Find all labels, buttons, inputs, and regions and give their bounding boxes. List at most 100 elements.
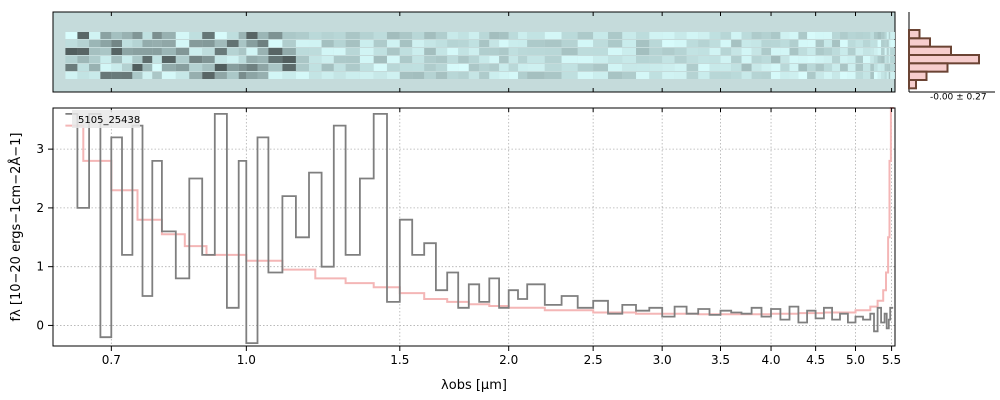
spec2d-cell — [321, 48, 334, 55]
spec2d-cell — [345, 48, 360, 55]
spec2d-cell — [499, 32, 509, 39]
spec2d-cell — [815, 32, 824, 39]
spec2d-cell — [412, 32, 425, 39]
spec2d-cell — [622, 72, 637, 79]
x-tick-label: 5.0 — [846, 353, 865, 367]
spec2d-cell — [807, 56, 816, 63]
spec2d-cell — [238, 64, 247, 71]
spec2d-cell — [873, 32, 878, 39]
spec2d-cell — [77, 40, 90, 47]
spec2d-cell — [345, 72, 360, 79]
spec2d-cell — [636, 56, 650, 63]
spec2d-cell — [561, 64, 578, 71]
spec2d-cell — [761, 32, 772, 39]
spec2d-cell — [884, 64, 887, 71]
spec2d-cell — [479, 72, 490, 79]
spec2d-cell — [798, 32, 808, 39]
spec2d-cell — [308, 48, 322, 55]
spec2d-cell — [447, 56, 459, 63]
spec2d-cell — [424, 64, 436, 71]
spec2d-cell — [238, 40, 247, 47]
spec2d-cell — [607, 40, 623, 47]
spec2d-cell — [424, 40, 436, 47]
spec2d-cell — [840, 56, 848, 63]
spec2d-cell — [257, 32, 269, 39]
spec2d-cell — [649, 40, 663, 47]
spec2d-cell — [622, 56, 637, 63]
spec2d-cell — [886, 64, 889, 71]
spec2d-cell — [122, 56, 133, 63]
spec2d-cell — [751, 48, 762, 55]
spec2d-cell — [447, 40, 459, 47]
histogram-bar — [908, 62, 949, 73]
spec2d-cell — [468, 48, 480, 55]
spec2d-cell — [499, 48, 509, 55]
spec2d-cell — [100, 64, 112, 71]
spec2d-cell — [847, 56, 856, 63]
spec2d-cell — [202, 56, 215, 63]
spec2d-cell — [308, 56, 322, 63]
spec2d-cell — [877, 40, 882, 47]
spec2d-cell — [468, 32, 480, 39]
spec2d-cell — [226, 72, 239, 79]
x-tick-label: 2.0 — [499, 353, 518, 367]
spec2d-cell — [832, 72, 841, 79]
spec2d-cell — [321, 72, 334, 79]
spec2d-cell — [636, 48, 650, 55]
spec2d-cell — [226, 56, 239, 63]
spec2d-cell — [333, 32, 346, 39]
spec2d-cell — [359, 40, 374, 47]
spec2d-cell — [881, 64, 885, 71]
spec2d-cell — [789, 40, 799, 47]
spec2d-cell — [399, 56, 413, 63]
spec2d-cell — [282, 40, 296, 47]
x-tick-label: 1.0 — [237, 353, 256, 367]
spec2d-cell — [674, 64, 687, 71]
spec2d-cell — [77, 64, 90, 71]
spec2d-cell — [268, 40, 283, 47]
spec2d-cell — [202, 64, 215, 71]
spec2d-cell — [741, 64, 752, 71]
spec2d-cell — [295, 32, 309, 39]
spec2d-cell — [731, 64, 742, 71]
histogram-fill-bar — [909, 71, 927, 80]
spec2d-cell — [132, 56, 143, 63]
spec2d-cell — [386, 40, 400, 47]
spec2d-cell — [189, 40, 203, 47]
spec2d-cell — [152, 72, 162, 79]
spec2d-cell — [731, 48, 742, 55]
x-tick-label: 0.7 — [102, 353, 121, 367]
spec2d-cell — [518, 72, 528, 79]
spec2d-cell — [489, 64, 500, 71]
spec2d-cell — [161, 56, 176, 63]
spec2d-cell — [862, 72, 871, 79]
spec2d-cell — [649, 72, 663, 79]
spec2d-cell — [741, 72, 752, 79]
spec2d-cell — [333, 64, 346, 71]
spec2d-cell — [840, 64, 848, 71]
spec2d-cell — [373, 40, 387, 47]
histogram-fill-bar — [909, 63, 948, 72]
spec2d-cell — [424, 32, 436, 39]
spec2d-cell — [65, 72, 78, 79]
spec2d-cell — [862, 48, 871, 55]
spec2d-cell — [399, 32, 413, 39]
spec2d-cell — [807, 72, 816, 79]
spec2d-cell — [373, 64, 387, 71]
spec2d-cell — [888, 40, 891, 47]
spec2d-cell — [832, 32, 841, 39]
spec2d-cell — [435, 72, 448, 79]
spec2d-cell — [499, 56, 509, 63]
spec2d-cell — [593, 64, 608, 71]
spec2d-cell — [890, 64, 895, 71]
spec2d-cell — [847, 72, 856, 79]
spec2d-cell — [202, 72, 215, 79]
spec2d-cell — [122, 40, 133, 47]
spec2d-cell — [823, 48, 833, 55]
spec2d-cell — [607, 72, 623, 79]
spec2d-cell — [257, 64, 269, 71]
spec2d-cell — [698, 56, 710, 63]
spec2d-cell — [686, 72, 699, 79]
spec2d-cell — [321, 64, 334, 71]
